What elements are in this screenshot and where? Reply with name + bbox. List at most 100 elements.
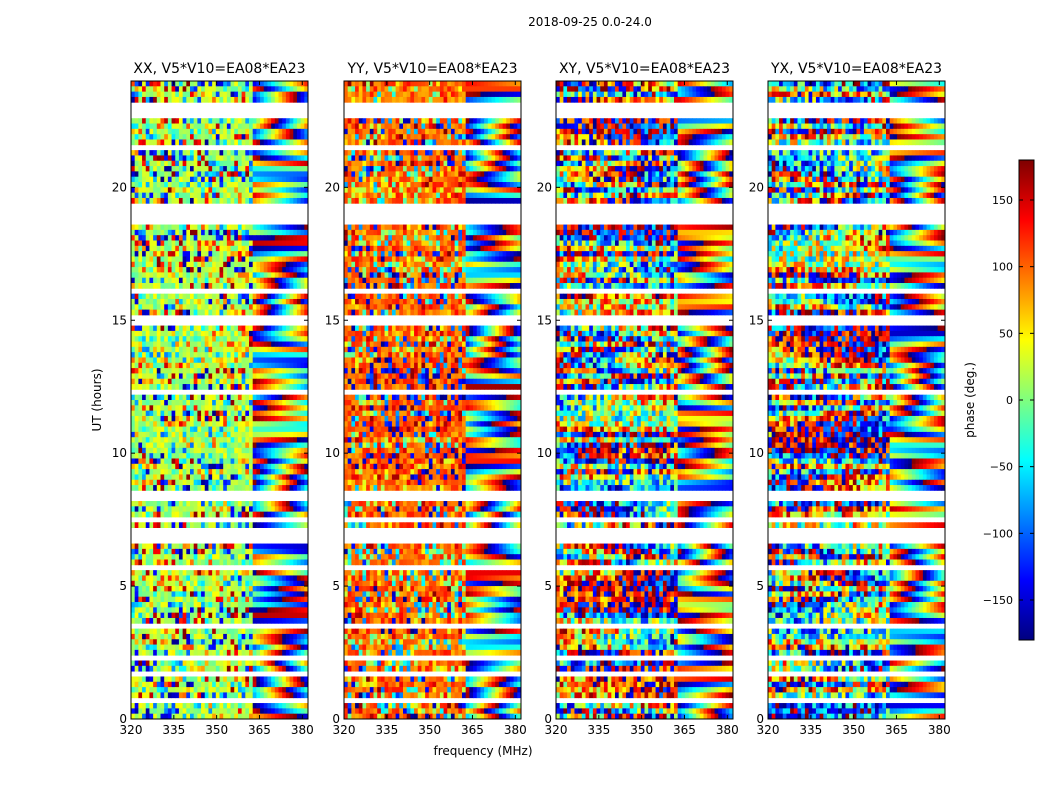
heatmap-cell xyxy=(267,469,271,475)
heatmap-cell xyxy=(231,187,235,193)
heatmap-cell xyxy=(135,368,139,374)
heatmap-cell xyxy=(238,384,242,390)
heatmap-cell xyxy=(168,474,172,480)
heatmap-cell xyxy=(234,304,238,310)
heatmap-cell xyxy=(293,81,297,87)
heatmap-cell xyxy=(175,283,179,289)
heatmap-cell xyxy=(231,177,235,183)
heatmap-cell xyxy=(168,405,172,411)
heatmap-cell xyxy=(197,554,201,560)
heatmap-cell xyxy=(183,506,187,512)
heatmap-cell xyxy=(264,134,268,140)
heatmap-cell xyxy=(256,458,260,464)
heatmap-cell xyxy=(149,373,153,379)
heatmap-cell xyxy=(234,187,238,193)
heatmap-cell xyxy=(168,554,172,560)
heatmap-cell xyxy=(220,86,224,92)
heatmap-cell xyxy=(149,522,153,528)
heatmap-cell xyxy=(149,81,153,87)
heatmap-cell xyxy=(267,193,271,199)
heatmap-cell xyxy=(297,485,301,491)
heatmap-cell xyxy=(138,278,142,284)
heatmap-cell xyxy=(153,373,157,379)
heatmap-cell xyxy=(238,373,242,379)
heatmap-cell xyxy=(183,474,187,480)
heatmap-cell xyxy=(301,464,305,470)
heatmap-cell xyxy=(179,299,183,305)
heatmap-cell xyxy=(212,570,216,576)
heatmap-cell xyxy=(223,591,227,597)
heatmap-cell xyxy=(249,485,253,491)
heatmap-cell xyxy=(223,161,227,167)
heatmap-cell xyxy=(183,182,187,188)
heatmap-cell xyxy=(208,357,212,363)
heatmap-cell xyxy=(172,198,176,204)
heatmap-cell xyxy=(275,294,279,300)
heatmap-cell xyxy=(293,554,297,560)
heatmap-cell xyxy=(142,352,146,358)
heatmap-cell xyxy=(238,139,242,145)
heatmap-cell xyxy=(157,230,161,236)
heatmap-cell xyxy=(301,485,305,491)
heatmap-cell xyxy=(157,544,161,550)
heatmap-cell xyxy=(220,432,224,438)
heatmap-cell xyxy=(238,575,242,581)
heatmap-cell xyxy=(138,586,142,592)
heatmap-cell xyxy=(175,357,179,363)
heatmap-cell xyxy=(267,347,271,353)
heatmap-cell xyxy=(290,480,294,486)
heatmap-cell xyxy=(153,118,157,124)
heatmap-cell xyxy=(245,129,249,135)
heatmap-cell xyxy=(190,501,194,507)
heatmap-cell xyxy=(279,251,283,257)
heatmap-cell xyxy=(231,379,235,385)
heatmap-cell xyxy=(161,193,165,199)
heatmap-cell xyxy=(275,283,279,289)
heatmap-cell xyxy=(220,118,224,124)
heatmap-cell xyxy=(153,267,157,273)
heatmap-cell xyxy=(290,586,294,592)
heatmap-cell xyxy=(183,554,187,560)
heatmap-cell xyxy=(135,251,139,257)
heatmap-cell xyxy=(183,570,187,576)
heatmap-cell xyxy=(208,118,212,124)
heatmap-cell xyxy=(205,464,209,470)
heatmap-cell xyxy=(245,400,249,406)
heatmap-cell xyxy=(260,570,264,576)
heatmap-cell xyxy=(157,549,161,555)
heatmap-cell xyxy=(179,230,183,236)
heatmap-cell xyxy=(279,347,283,353)
heatmap-cell xyxy=(186,512,190,518)
heatmap-cell xyxy=(234,198,238,204)
heatmap-cell xyxy=(293,384,297,390)
heatmap-cell xyxy=(131,124,135,130)
heatmap-cell xyxy=(135,256,139,262)
heatmap-cell xyxy=(172,522,176,528)
heatmap-cell xyxy=(234,81,238,87)
heatmap-cell xyxy=(279,458,283,464)
heatmap-cell xyxy=(212,304,216,310)
heatmap-cell xyxy=(168,411,172,417)
heatmap-cell xyxy=(231,405,235,411)
heatmap-cell xyxy=(183,416,187,422)
heatmap-cell xyxy=(231,512,235,518)
heatmap-cell xyxy=(131,171,135,177)
heatmap-cell xyxy=(301,92,305,98)
heatmap-cell xyxy=(153,294,157,300)
heatmap-cell xyxy=(286,586,290,592)
heatmap-cell xyxy=(131,326,135,332)
heatmap-cell xyxy=(142,187,146,193)
heatmap-cell xyxy=(231,443,235,449)
heatmap-cell xyxy=(157,554,161,560)
heatmap-cell xyxy=(293,166,297,172)
heatmap-cell xyxy=(301,427,305,433)
heatmap-cell xyxy=(286,570,290,576)
heatmap-cell xyxy=(260,342,264,348)
heatmap-cell xyxy=(194,427,198,433)
heatmap-cell xyxy=(190,251,194,257)
heatmap-cell xyxy=(253,262,257,268)
heatmap-cell xyxy=(172,400,176,406)
heatmap-cell xyxy=(297,139,301,145)
heatmap-cell xyxy=(197,124,201,130)
heatmap-cell xyxy=(175,187,179,193)
